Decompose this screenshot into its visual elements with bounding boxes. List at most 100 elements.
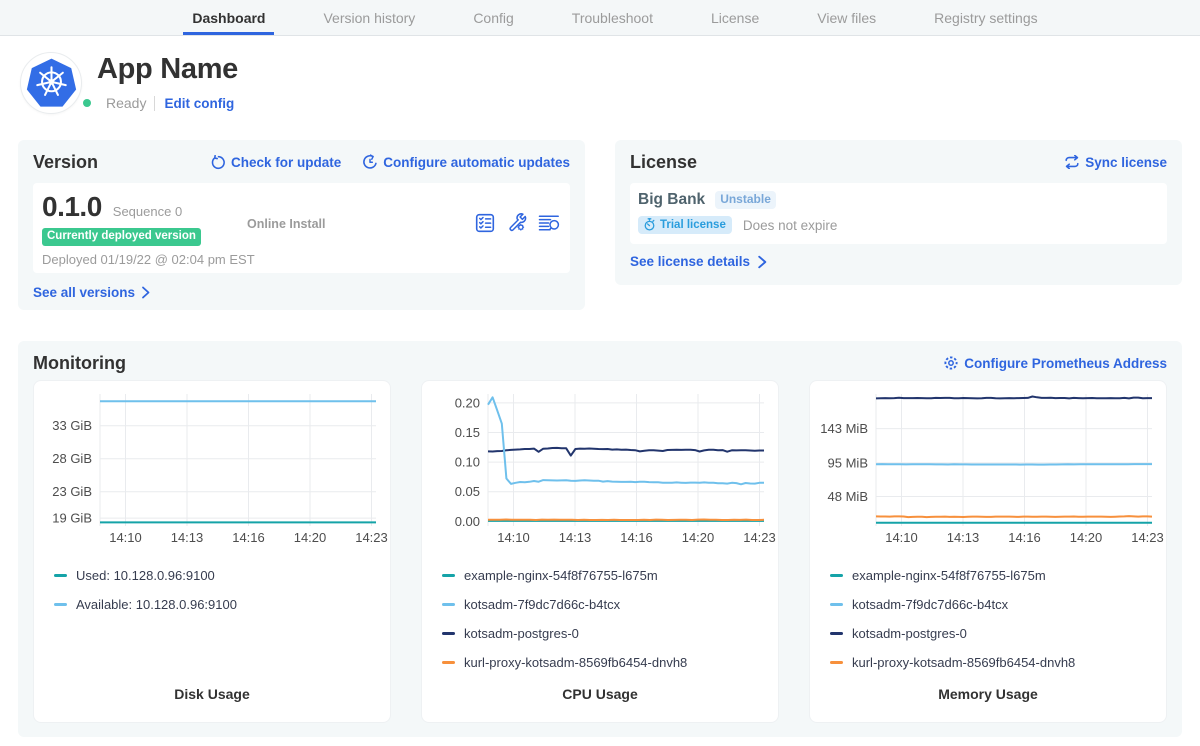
legend-dash <box>442 632 455 635</box>
x-tick-label: 14:16 <box>232 530 265 545</box>
series-line <box>875 463 1152 466</box>
legend-label: example-nginx-54f8f76755-l675m <box>852 568 1046 583</box>
app-icon <box>20 52 82 114</box>
legend-item: kotsadm-7f9dc7d66c-b4tcx <box>810 590 1166 619</box>
x-tick-label: 14:23 <box>1131 530 1164 545</box>
see-all-versions-label: See all versions <box>33 285 136 300</box>
configure-prometheus-label: Configure Prometheus Address <box>964 355 1167 371</box>
wrench-gear-icon <box>509 213 527 232</box>
status-text: Ready <box>106 95 147 111</box>
y-tick-label: 0.05 <box>455 484 480 499</box>
legend-label: kotsadm-7f9dc7d66c-b4tcx <box>852 597 1009 612</box>
chart-title-disk: Disk Usage <box>174 686 250 702</box>
y-tick-label: 33 GiB <box>52 418 92 433</box>
chart-title-memory: Memory Usage <box>938 686 1038 702</box>
x-tick-label: 14:16 <box>620 530 653 545</box>
x-tick-label: 14:23 <box>355 530 388 545</box>
disk-usage-legend: Used: 10.128.0.96:9100 Available: 10.128.… <box>34 561 390 619</box>
tab-troubleshoot[interactable]: Troubleshoot <box>571 10 653 26</box>
sync-icon <box>1065 155 1079 169</box>
legend-item: example-nginx-54f8f76755-l675m <box>422 561 778 590</box>
refresh-icon <box>211 154 225 169</box>
configure-automatic-updates-link[interactable]: Configure automatic updates <box>362 154 570 170</box>
license-card: License Sync license Big Bank <box>615 140 1182 285</box>
tab-version-history[interactable]: Version history <box>323 10 416 26</box>
chevron-right-icon <box>758 255 767 268</box>
legend-dash <box>442 603 455 606</box>
tab-license[interactable]: License <box>710 10 760 26</box>
legend-label: kurl-proxy-kotsadm-8569fb6454-dnvh8 <box>852 655 1076 670</box>
release-notes-icon[interactable] <box>538 213 560 233</box>
configure-automatic-updates-label: Configure automatic updates <box>383 154 570 170</box>
checklist-icon <box>475 213 495 232</box>
see-license-details-label: See license details <box>630 254 751 269</box>
x-tick-label: 14:13 <box>947 530 980 545</box>
x-tick-label: 14:20 <box>1070 530 1103 545</box>
auto-update-clock-icon <box>363 154 377 169</box>
license-box: Big Bank Unstable <box>630 183 1167 244</box>
legend-dash <box>442 661 455 664</box>
y-tick-label: 48 MiB <box>828 489 868 504</box>
tab-config[interactable]: Config <box>473 10 514 26</box>
install-type-label: Online Install <box>247 217 326 231</box>
legend-item: kotsadm-postgres-0 <box>422 619 778 648</box>
tab-registry-settings[interactable]: Registry settings <box>934 10 1038 26</box>
chart-title-cpu: CPU Usage <box>562 686 638 702</box>
license-assignee: Big Bank <box>638 191 706 208</box>
sync-license-link[interactable]: Sync license <box>1064 155 1167 170</box>
x-tick-label: 14:10 <box>497 530 530 545</box>
legend-label: Used: 10.128.0.96:9100 <box>76 568 215 583</box>
cpu-usage-chart-card: 14:10 14:13 14:16 14:20 14:23 0.00 0.05 0.10 0.1… <box>421 380 779 723</box>
check-for-update-link[interactable]: Check for update <box>211 154 341 170</box>
configure-prometheus-link[interactable]: Configure Prometheus Address <box>943 355 1167 371</box>
series-line <box>487 446 764 457</box>
divider <box>154 95 156 111</box>
x-tick-label: 14:10 <box>885 530 918 545</box>
x-tick-label: 14:16 <box>1008 530 1041 545</box>
y-tick-label: 95 MiB <box>828 455 868 470</box>
legend-label: kotsadm-postgres-0 <box>852 626 967 641</box>
lines-magnifier-icon <box>538 214 560 231</box>
legend-dash <box>54 603 67 606</box>
series-line <box>875 395 1152 400</box>
see-all-versions-link[interactable]: See all versions <box>33 285 150 300</box>
legend-dash <box>830 574 843 577</box>
license-type-badge: Trial license <box>638 216 732 234</box>
y-tick-label: 0.20 <box>455 395 480 410</box>
x-tick-label: 14:13 <box>559 530 592 545</box>
legend-dash <box>830 661 843 664</box>
legend-label: example-nginx-54f8f76755-l675m <box>464 568 658 583</box>
stopwatch-icon <box>644 218 655 231</box>
version-card-title: Version <box>33 151 99 172</box>
see-license-details-link[interactable]: See license details <box>630 254 767 269</box>
memory-usage-chart-card: 14:10 14:13 14:16 14:20 14:23 48 MiB 95 MiB 143… <box>809 380 1167 723</box>
preflight-checks-icon[interactable] <box>475 213 495 233</box>
x-tick-label: 14:13 <box>171 530 204 545</box>
x-tick-label: 14:20 <box>682 530 715 545</box>
version-card: Version Check for update <box>18 140 585 310</box>
y-tick-label: 23 GiB <box>52 484 92 499</box>
tab-dashboard[interactable]: Dashboard <box>183 0 275 35</box>
chart-svg-disk: 14:10 14:13 14:16 14:20 14:23 19 GiB 23 GiB 28 … <box>52 394 388 545</box>
monitoring-title: Monitoring <box>33 352 126 373</box>
edit-config-wrench-icon[interactable] <box>506 212 527 233</box>
y-tick-label: 143 MiB <box>820 421 868 436</box>
chart-svg-memory: 14:10 14:13 14:16 14:20 14:23 48 MiB 95 MiB 143… <box>820 394 1164 545</box>
chart-svg-cpu: 14:10 14:13 14:16 14:20 14:23 0.00 0.05 0.10 0.1… <box>455 394 776 545</box>
legend-label: kotsadm-7f9dc7d66c-b4tcx <box>464 597 621 612</box>
series-line <box>488 518 765 521</box>
monitoring-card: Monitoring Configure Prometheus Address … <box>18 341 1182 737</box>
y-tick-label: 0.15 <box>455 425 480 440</box>
cpu-usage-legend: example-nginx-54f8f76755-l675m kotsadm-7f… <box>422 561 778 677</box>
gear-icon <box>944 356 958 370</box>
legend-dash <box>54 574 67 577</box>
tab-view-files[interactable]: View files <box>817 10 877 26</box>
y-tick-label: 0.10 <box>455 455 480 470</box>
series-line <box>487 396 764 486</box>
deployed-timestamp: Deployed 01/19/22 @ 02:04 pm EST <box>42 252 255 267</box>
page-title: App Name <box>97 53 239 85</box>
legend-item: kotsadm-7f9dc7d66c-b4tcx <box>422 590 778 619</box>
license-expiry: Does not expire <box>742 217 838 233</box>
memory-usage-chart: 14:10 14:13 14:16 14:20 14:23 48 MiB 95 MiB 143… <box>810 381 1166 556</box>
edit-config-link[interactable]: Edit config <box>164 95 235 111</box>
